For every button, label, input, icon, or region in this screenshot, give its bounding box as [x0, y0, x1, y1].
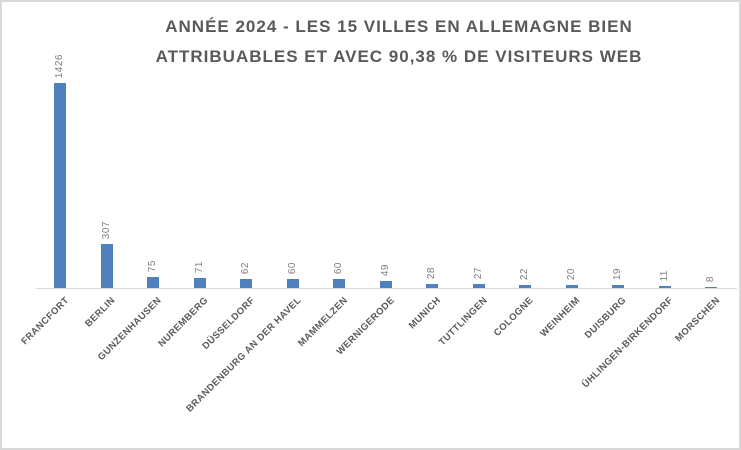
- bar: [705, 287, 718, 288]
- bar-value-label: 60: [286, 261, 298, 274]
- bar-group: 8: [688, 42, 735, 288]
- bar-value-label: 27: [472, 266, 484, 279]
- bar: [612, 285, 625, 288]
- chart-title-line-1: ANNÉE 2024 - LES 15 VILLES EN ALLEMAGNE …: [165, 17, 633, 36]
- bar-group: 307: [84, 42, 131, 288]
- bar-group: 60: [270, 42, 317, 288]
- bar-group: 20: [549, 42, 596, 288]
- bar: [286, 279, 299, 288]
- bar-value-label: 8: [705, 275, 717, 282]
- bar-value-label: 1426: [54, 53, 66, 78]
- category-label: MORSCHEN: [672, 295, 723, 345]
- bar: [240, 279, 253, 288]
- bar-value-label: 307: [100, 220, 112, 239]
- bar: [519, 285, 532, 288]
- bar-group: 19: [595, 42, 642, 288]
- x-axis-line: [36, 288, 737, 289]
- category-label: DUISBURG: [583, 295, 630, 341]
- bar: [658, 286, 671, 288]
- bar: [54, 83, 67, 288]
- category-label: COLOGNE: [492, 295, 537, 339]
- bar-group: 28: [409, 42, 456, 288]
- category-label: TUTTLINGEN: [436, 295, 490, 349]
- bar-group: 27: [456, 42, 503, 288]
- chart-title-line-2: ATTRIBUABLES ET AVEC 90,38 % DE VISITEUR…: [155, 47, 643, 66]
- bar-group: 75: [130, 42, 177, 288]
- bar-value-label: 22: [519, 267, 531, 280]
- category-label: FRANCFORT: [18, 295, 72, 348]
- chart-title: ANNÉE 2024 - LES 15 VILLES EN ALLEMAGNE …: [60, 12, 738, 72]
- bar-value-label: 62: [240, 261, 252, 274]
- bar-group: 11: [642, 42, 689, 288]
- bar-value-label: 11: [658, 269, 670, 281]
- bar-value-label: 19: [612, 267, 624, 280]
- bar: [147, 277, 160, 288]
- bar-group: 22: [502, 42, 549, 288]
- bar-group: 62: [223, 42, 270, 288]
- bar: [100, 244, 113, 288]
- bar: [565, 285, 578, 288]
- category-label: WEINHEIM: [538, 295, 583, 340]
- bar: [193, 278, 206, 288]
- bar: [333, 279, 346, 288]
- bar-value-label: 75: [147, 259, 159, 272]
- bar: [472, 284, 485, 288]
- bar: [426, 284, 439, 288]
- bar-value-label: 28: [426, 266, 438, 279]
- bar-group: 49: [363, 42, 410, 288]
- bar-value-label: 71: [193, 260, 205, 273]
- category-label: MUNICH: [406, 295, 444, 332]
- bar-value-label: 20: [565, 267, 577, 280]
- category-label: BERLIN: [83, 295, 118, 330]
- bar-group: 1426: [37, 42, 84, 288]
- bar-value-label: 60: [333, 261, 345, 274]
- bar: [379, 281, 392, 288]
- bar-value-label: 49: [379, 263, 391, 276]
- category-label: ÜHLINGEN-BIRKENDORF: [580, 295, 676, 391]
- bar-group: 60: [316, 42, 363, 288]
- bar-group: 71: [177, 42, 224, 288]
- bars: 1426 307 75 71 62 60 60 49 28 27 22 20 19 11 8: [37, 42, 735, 288]
